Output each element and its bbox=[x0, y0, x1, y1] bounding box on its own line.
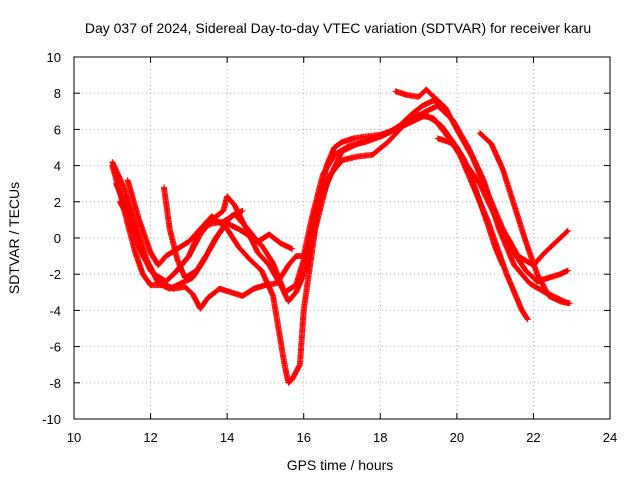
data-points bbox=[109, 86, 573, 386]
series-arc-9 bbox=[476, 130, 573, 307]
series-arc-7 bbox=[392, 86, 449, 111]
data-point-markers bbox=[434, 135, 506, 269]
x-tick-label: 10 bbox=[67, 430, 81, 445]
data-point-markers bbox=[392, 86, 449, 111]
x-tick-label: 20 bbox=[450, 430, 464, 445]
x-tick-label: 16 bbox=[296, 430, 310, 445]
data-point-markers bbox=[476, 130, 573, 307]
x-tick-label: 18 bbox=[373, 430, 387, 445]
y-tick-label: 4 bbox=[54, 159, 61, 174]
series-arc-8 bbox=[434, 135, 506, 269]
y-tick-label: -8 bbox=[49, 376, 61, 391]
x-tick-label: 12 bbox=[143, 430, 157, 445]
x-tick-label: 22 bbox=[526, 430, 540, 445]
y-tick-label: -2 bbox=[49, 267, 61, 282]
chart-title: Day 037 of 2024, Sidereal Day-to-day VTE… bbox=[85, 20, 591, 36]
series-arc-4 bbox=[116, 97, 571, 305]
y-tick-label: 2 bbox=[54, 195, 61, 210]
x-tick-label: 24 bbox=[603, 430, 617, 445]
y-tick-label: 8 bbox=[54, 86, 61, 101]
series-arc-6 bbox=[161, 184, 246, 281]
y-tick-label: -6 bbox=[49, 340, 61, 355]
data-point-markers bbox=[161, 184, 246, 281]
data-point-markers bbox=[116, 97, 571, 305]
grid bbox=[74, 57, 610, 419]
y-tick-label: -4 bbox=[49, 303, 61, 318]
y-tick-label: -10 bbox=[42, 412, 61, 427]
y-tick-label: 6 bbox=[54, 122, 61, 137]
x-tick-label: 14 bbox=[220, 430, 234, 445]
y-axis-label: SDTVAR / TECUs bbox=[6, 182, 22, 294]
y-tick-label: 10 bbox=[47, 50, 61, 65]
y-tick-label: 0 bbox=[54, 231, 61, 246]
x-axis-label: GPS time / hours bbox=[287, 457, 394, 473]
